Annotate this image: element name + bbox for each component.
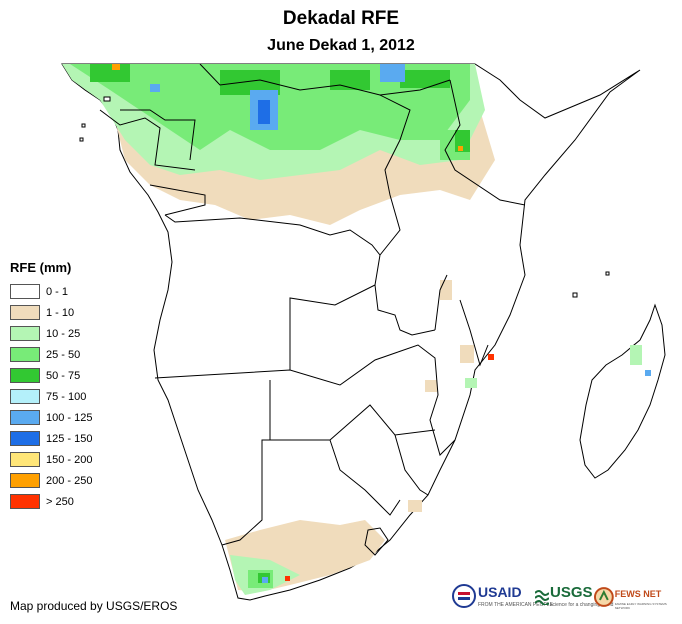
map-credit: Map produced by USGS/EROS <box>10 599 178 613</box>
legend-label: 150 - 200 <box>46 453 93 466</box>
legend-item: > 250 <box>10 491 92 512</box>
legend-swatch <box>10 494 40 509</box>
legend-item: 50 - 75 <box>10 365 92 386</box>
legend-label: 10 - 25 <box>46 327 81 340</box>
legend-item: 100 - 125 <box>10 407 92 428</box>
fewsnet-logo: FEWS NET FAMINE EARLY WARNING SYSTEMS NE… <box>594 584 682 610</box>
legend-swatch <box>10 326 40 341</box>
legend-swatch <box>10 347 40 362</box>
legend-item: 150 - 200 <box>10 449 92 470</box>
legend-label: 25 - 50 <box>46 348 81 361</box>
usaid-seal-icon <box>452 584 476 608</box>
fewsnet-wordmark: FEWS NET <box>614 589 662 599</box>
legend-label: 125 - 150 <box>46 432 93 445</box>
rain-75-150-areas <box>150 64 651 583</box>
legend-item: 200 - 250 <box>10 470 92 491</box>
usgs-tagline: science for a changing world <box>550 602 614 608</box>
country-boundaries <box>99 63 526 556</box>
usaid-tagline: FROM THE AMERICAN PEOPLE <box>478 602 553 608</box>
legend-item: 0 - 1 <box>10 281 92 302</box>
legend-label: 1 - 10 <box>46 306 75 319</box>
legend-item: 125 - 150 <box>10 428 92 449</box>
legend-item: 75 - 100 <box>10 386 92 407</box>
legend: RFE (mm) 0 - 1 1 - 10 10 - 25 25 - 50 50… <box>10 260 92 512</box>
rain-high-areas <box>112 64 494 581</box>
usaid-wordmark: USAID <box>478 584 522 600</box>
legend-swatch <box>10 368 40 383</box>
usgs-logo: USGS science for a changing world <box>535 584 613 608</box>
map-subtitle: June Dekad 1, 2012 <box>267 37 415 54</box>
legend-label: 0 - 1 <box>46 285 69 298</box>
usgs-wave-icon <box>535 590 549 605</box>
legend-label: 50 - 75 <box>46 369 81 382</box>
legend-label: 200 - 250 <box>46 474 93 487</box>
legend-swatch <box>10 473 40 488</box>
legend-label: 75 - 100 <box>46 390 87 403</box>
islands <box>79 96 610 298</box>
legend-item: 10 - 25 <box>10 323 92 344</box>
legend-swatch <box>10 305 40 320</box>
legend-item: 25 - 50 <box>10 344 92 365</box>
legend-swatch <box>10 431 40 446</box>
legend-item: 1 - 10 <box>10 302 92 323</box>
legend-swatch <box>10 284 40 299</box>
legend-label: > 250 <box>46 495 74 508</box>
map-title: Dekadal RFE <box>282 8 400 29</box>
legend-swatch <box>10 452 40 467</box>
fewsnet-emblem-icon <box>594 587 614 607</box>
legend-title: RFE (mm) <box>10 260 72 275</box>
fewsnet-tagline: FAMINE EARLY WARNING SYSTEMS NETWORK <box>614 602 667 610</box>
madagascar <box>579 303 666 479</box>
legend-label: 100 - 125 <box>46 411 93 424</box>
usaid-logo: USAID FROM THE AMERICAN PEOPLE <box>452 584 553 608</box>
usgs-wordmark: USGS <box>550 584 593 601</box>
legend-swatch <box>10 410 40 425</box>
legend-swatch <box>10 389 40 404</box>
